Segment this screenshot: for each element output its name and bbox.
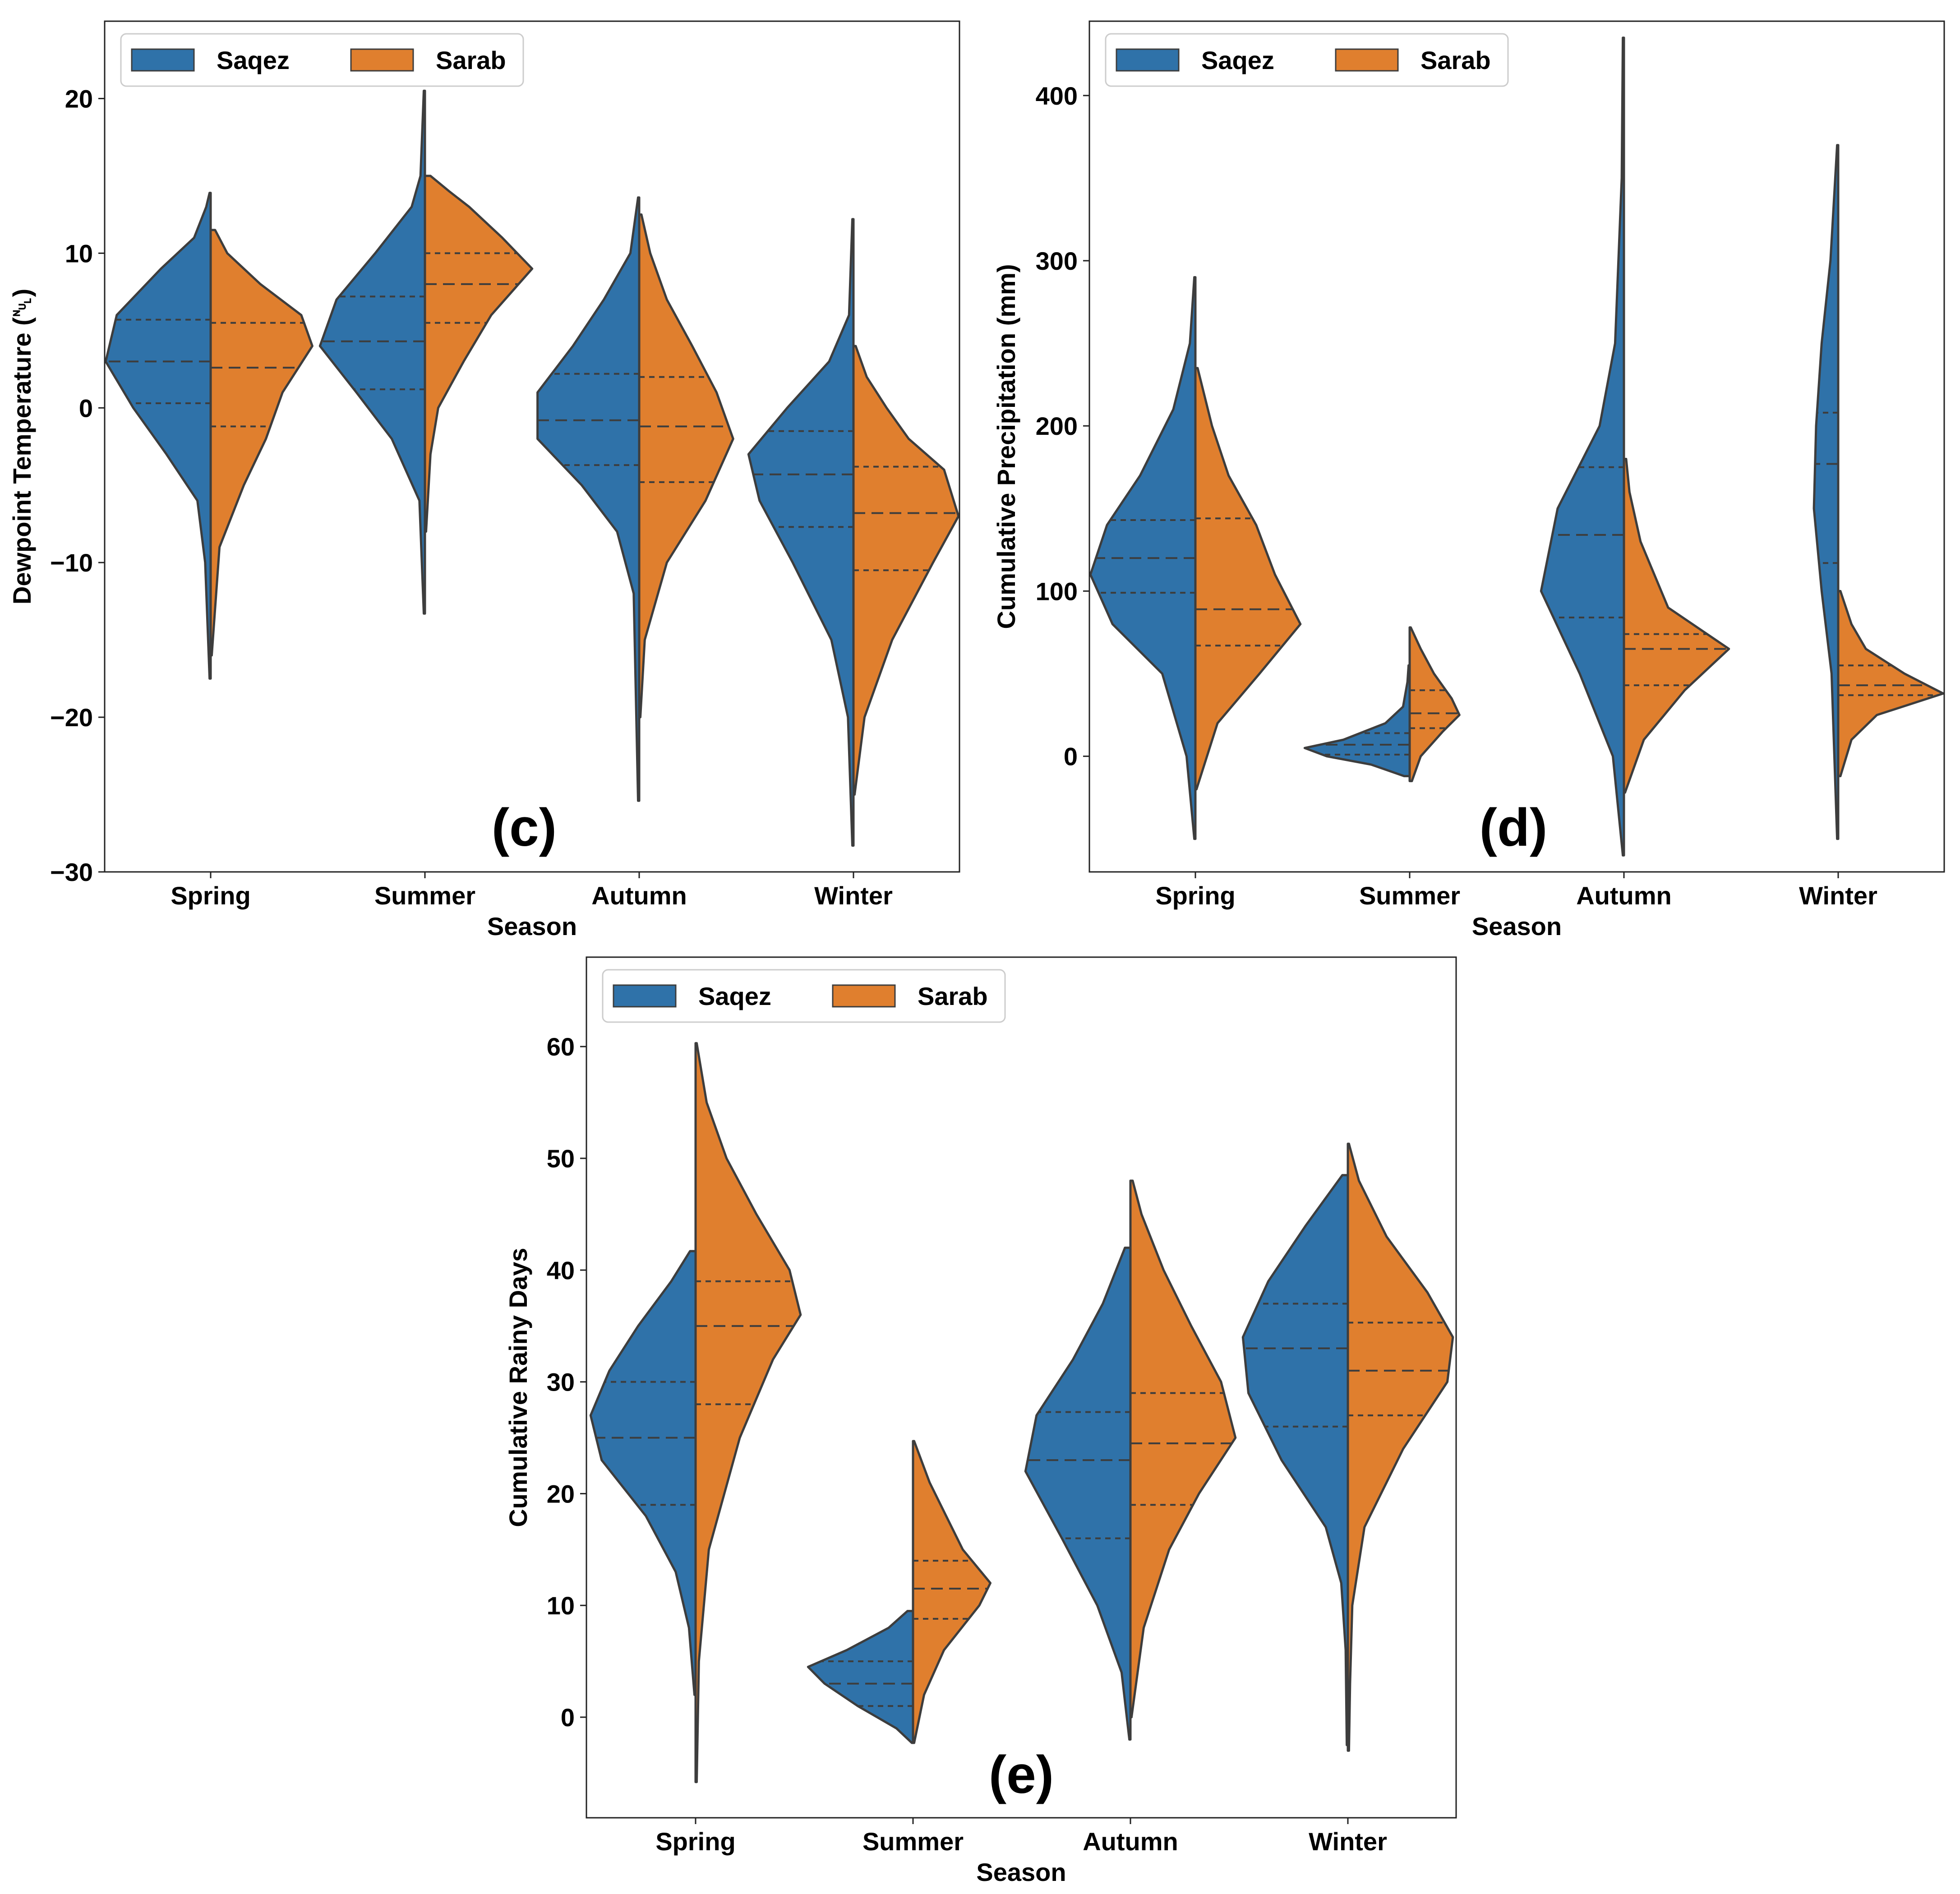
- legend: Saqez Sarab: [1105, 33, 1509, 87]
- plot-frame: [104, 20, 960, 873]
- x-tick-label: Autumn: [591, 881, 687, 910]
- violin-saqez-winter: [1241, 1174, 1349, 1747]
- violin-sarab-spring: [694, 1042, 802, 1783]
- panel-label: (c): [492, 798, 557, 857]
- violin-sarab-winter: [1347, 1143, 1454, 1752]
- x-tick-label: Spring: [171, 881, 250, 910]
- x-tick-label: Winter: [1309, 1827, 1387, 1856]
- violin-sarab-summer: [1408, 626, 1461, 783]
- y-axis-label: Cumulative Rainy Days: [504, 1248, 532, 1527]
- y-tick-label: −30: [50, 858, 93, 886]
- y-tick-label: 0: [79, 394, 93, 422]
- y-tick-label: 60: [547, 1032, 575, 1061]
- x-tick-label: Summer: [862, 1827, 964, 1856]
- violins: [1089, 37, 1945, 857]
- violin-sarab-winter: [1837, 590, 1945, 778]
- y-axis-label: Dewpoint Temperature (␀): [8, 289, 36, 604]
- y-tick-label: 200: [1036, 412, 1078, 440]
- violin-sarab-spring: [1194, 367, 1302, 791]
- violin-saqez-summer: [1303, 664, 1411, 778]
- legend: Saqez Sarab: [602, 969, 1006, 1023]
- panel-label: (d): [1480, 798, 1548, 857]
- x-axis-label: Season: [1472, 912, 1562, 940]
- x-axis-label: Season: [487, 912, 577, 940]
- x-axis-label: Season: [976, 1858, 1066, 1886]
- legend-box: [602, 969, 1006, 1023]
- x-tick-label: Summer: [374, 881, 475, 910]
- x-tick-label: Autumn: [1576, 881, 1672, 910]
- x-tick-label: Winter: [814, 881, 893, 910]
- y-tick-label: 30: [547, 1368, 575, 1396]
- y-tick-label: −10: [50, 548, 93, 577]
- legend-swatch-saqez: [131, 48, 195, 72]
- y-tick-label: 50: [547, 1144, 575, 1173]
- legend-label-saqez: Saqez: [217, 46, 290, 74]
- legend-box: [120, 33, 524, 87]
- chart-panel-e: 0 10 20 30 40 50 60 Spring Summer Autumn Winter Sea…: [504, 956, 1457, 1886]
- violin-saqez-spring: [104, 192, 212, 680]
- x-tick-label: Spring: [655, 1827, 735, 1856]
- violin-saqez-spring: [589, 1250, 697, 1696]
- legend: Saqez Sarab: [120, 33, 524, 87]
- legend-swatch-sarab: [350, 48, 414, 72]
- legend-swatch-saqez: [1116, 48, 1180, 72]
- plot-frame: [586, 956, 1457, 1819]
- legend-label-sarab: Sarab: [436, 46, 506, 74]
- violin-saqez-spring: [1089, 276, 1197, 840]
- y-tick-label: 40: [547, 1256, 575, 1285]
- legend-label-saqez: Saqez: [698, 982, 771, 1010]
- violin-saqez-summer: [318, 89, 426, 615]
- panel-label: (e): [989, 1745, 1054, 1805]
- y-tick-label: −20: [50, 703, 93, 732]
- x-tick-label: Winter: [1799, 881, 1877, 910]
- violin-sarab-autumn: [1129, 1180, 1237, 1719]
- y-tick-label: 400: [1036, 82, 1078, 110]
- legend-swatch-sarab: [832, 984, 896, 1008]
- violins: [104, 89, 960, 847]
- legend-swatch-saqez: [613, 984, 677, 1008]
- violin-saqez-autumn: [1024, 1246, 1132, 1741]
- y-tick-label: 300: [1036, 247, 1078, 275]
- violin-sarab-summer: [912, 1440, 992, 1744]
- legend-box: [1105, 33, 1509, 87]
- violin-sarab-summer: [424, 175, 534, 533]
- plot-frame: [1088, 20, 1945, 873]
- y-tick-label: 100: [1036, 577, 1078, 605]
- violin-sarab-autumn: [1623, 458, 1730, 794]
- y-tick-label: 20: [65, 84, 93, 113]
- legend-label-sarab: Sarab: [918, 982, 988, 1010]
- violin-saqez-autumn: [1540, 37, 1625, 857]
- legend-swatch-sarab: [1335, 48, 1399, 72]
- legend-label-saqez: Saqez: [1201, 46, 1274, 74]
- chart-panel-c: −30 −20 −10 0 10 20 Spring Summer Autumn Winter Se…: [8, 20, 960, 940]
- violin-saqez-winter: [747, 218, 855, 847]
- y-tick-label: 0: [1064, 742, 1078, 771]
- x-tick-label: Spring: [1155, 881, 1235, 910]
- violins: [589, 1042, 1454, 1783]
- chart-panel-d: 0 100 200 300 400 Spring Summer Autumn Winter Sea…: [992, 20, 1945, 940]
- x-tick-label: Autumn: [1083, 1827, 1178, 1856]
- x-tick-label: Summer: [1359, 881, 1460, 910]
- violin-saqez-autumn: [536, 196, 641, 802]
- violin-sarab-autumn: [638, 213, 734, 719]
- violin-saqez-summer: [807, 1610, 914, 1744]
- y-tick-label: 0: [561, 1703, 575, 1732]
- violin-sarab-spring: [209, 229, 314, 657]
- y-tick-label: 10: [547, 1591, 575, 1620]
- y-axis-label: Cumulative Precipitation (mm): [992, 264, 1020, 629]
- y-tick-label: 10: [65, 239, 93, 267]
- legend-label-sarab: Sarab: [1420, 46, 1491, 74]
- y-tick-label: 20: [547, 1479, 575, 1508]
- violin-saqez-winter: [1812, 144, 1840, 840]
